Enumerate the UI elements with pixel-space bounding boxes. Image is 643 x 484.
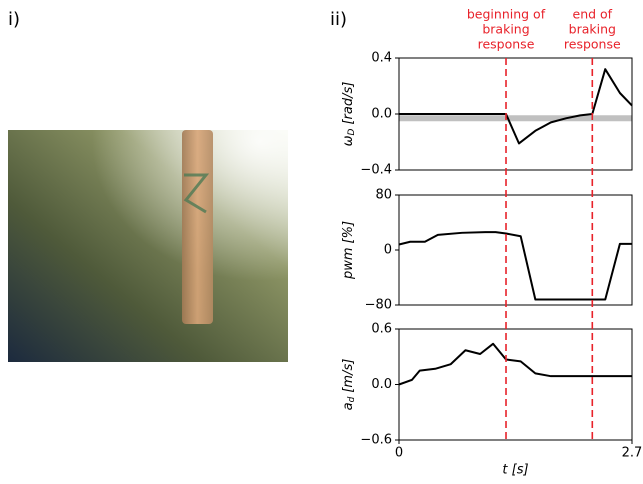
- y-label-symbol: pwm: [341, 247, 356, 280]
- x-tick-label: 2.7: [622, 446, 643, 461]
- y-label-unit: [%]: [341, 221, 356, 244]
- y-tick-label: 0.4: [371, 51, 392, 66]
- panel-label: i): [8, 9, 20, 30]
- annotation: end of: [573, 7, 613, 22]
- annotation: beginning of: [467, 7, 546, 22]
- y-axis-label: ad [m/s]: [341, 359, 357, 411]
- x-tick-label: 0: [395, 446, 403, 461]
- annotation: response: [478, 37, 535, 52]
- y-tick-label: −0.4: [360, 163, 392, 178]
- y-label-subscript: d: [347, 396, 357, 402]
- y-tick-label: 80: [375, 188, 392, 203]
- y-label-symbol: a: [341, 402, 356, 410]
- photo: [8, 130, 288, 362]
- y-axis-label: ωD [rad/s]: [341, 82, 357, 147]
- data-line: [398, 342, 632, 386]
- y-tick-label: −80: [365, 298, 392, 313]
- y-label-symbol: ω: [341, 135, 356, 146]
- data-line: [398, 231, 632, 301]
- y-tick-label: −0.6: [360, 433, 392, 448]
- y-label-unit: [m/s]: [341, 359, 356, 393]
- annotation: response: [564, 37, 621, 52]
- y-axis-label: pwm [%]: [341, 221, 356, 280]
- y-label-subscript: D: [347, 128, 357, 135]
- y-tick-label: 0.0: [371, 377, 392, 392]
- x-axis-label: t [s]: [502, 463, 528, 478]
- annotation: braking: [482, 22, 529, 37]
- axes-frame: [398, 194, 633, 306]
- panel-label: ii): [330, 9, 347, 30]
- y-tick-label: 0: [384, 243, 392, 258]
- data-line: [399, 68, 633, 145]
- annotation: braking: [569, 22, 616, 37]
- y-tick-label: 0.0: [371, 107, 392, 122]
- y-tick-label: 0.6: [371, 322, 392, 337]
- y-label-unit: [rad/s]: [341, 82, 356, 125]
- axes-frame: [398, 328, 633, 441]
